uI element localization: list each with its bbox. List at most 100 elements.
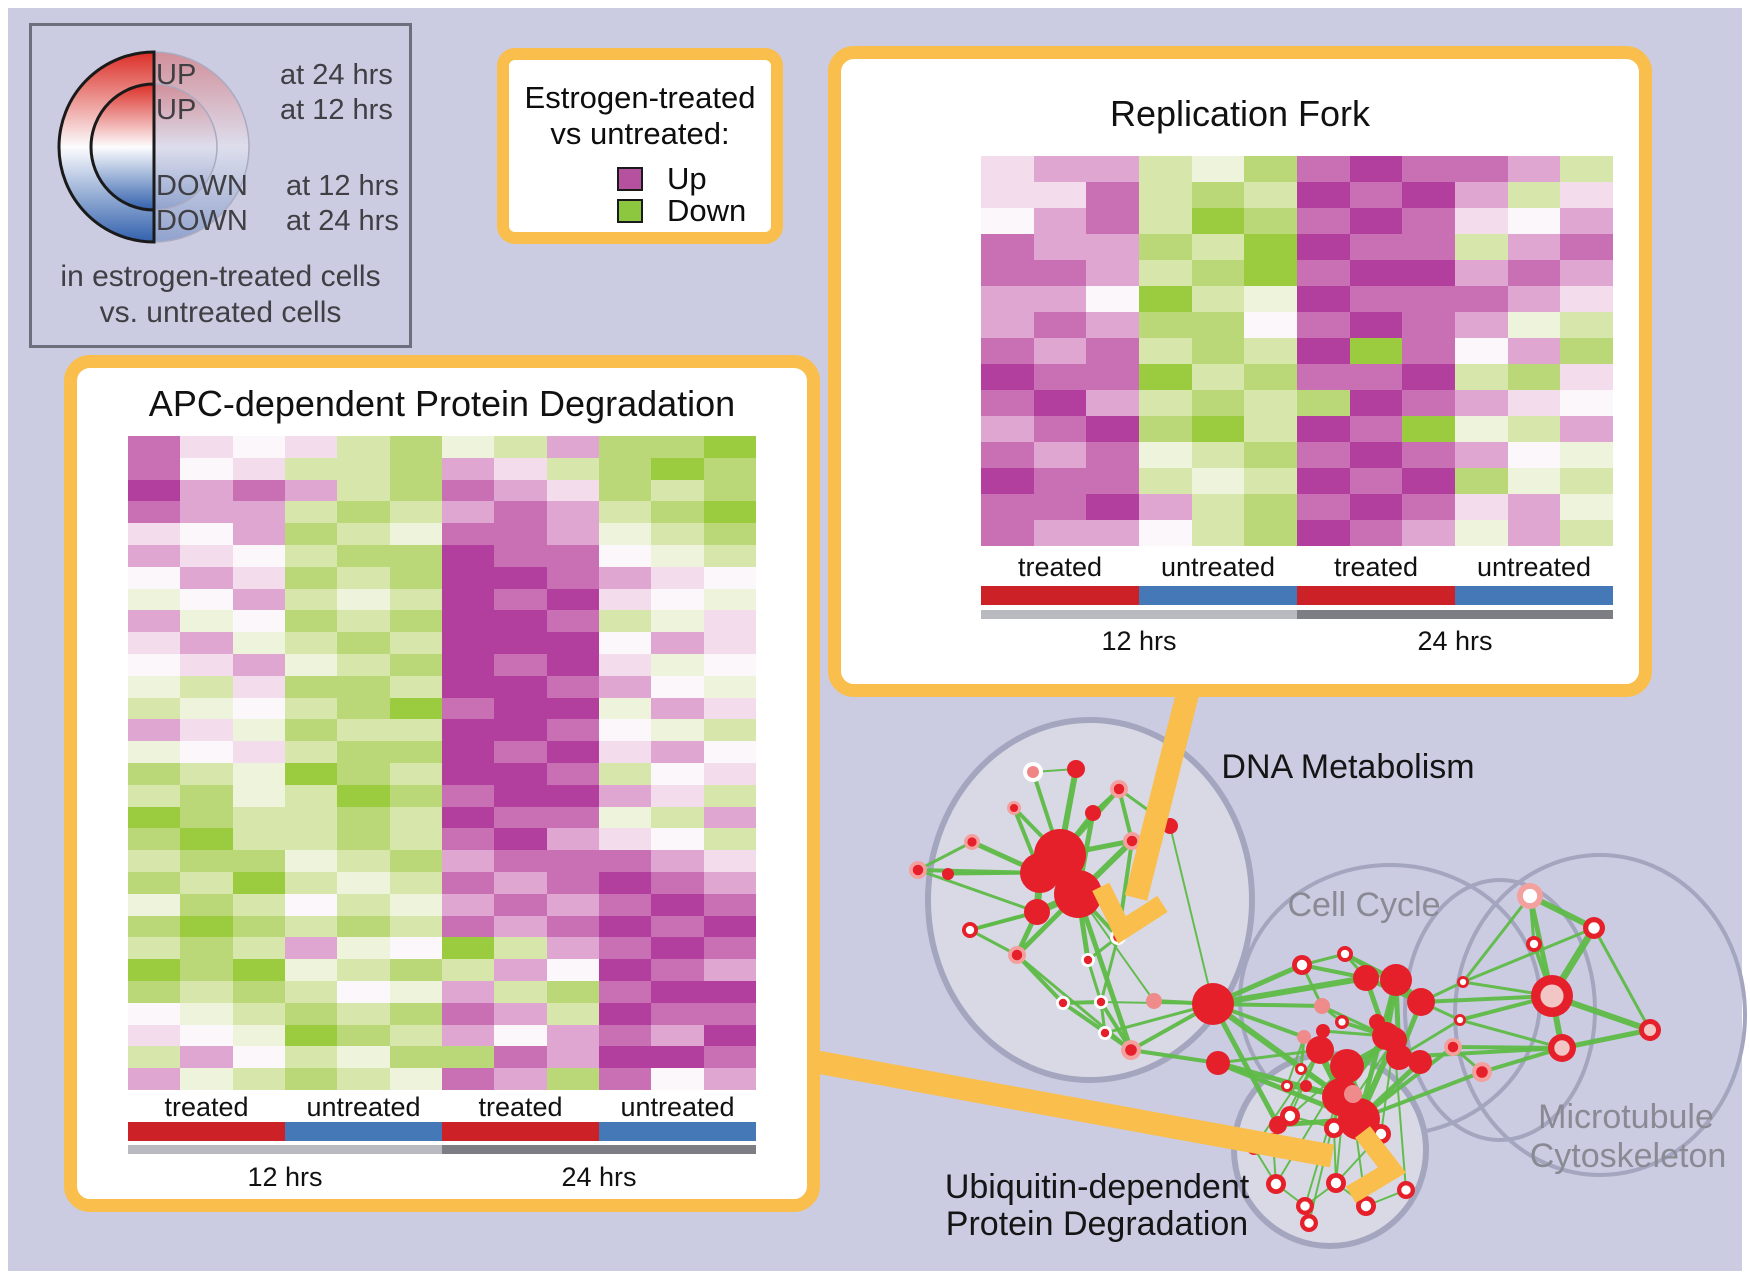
heatmap-cell: [128, 893, 181, 916]
heatmap-cell: [546, 806, 599, 829]
replication-time-labels: 12 hrs 24 hrs: [981, 626, 1613, 656]
heatmap-cell: [546, 1046, 599, 1069]
heatmap-cell: [703, 915, 756, 938]
heatmap-cell: [546, 871, 599, 894]
heatmap-cell: [232, 937, 285, 960]
network-node-center: [1588, 922, 1600, 934]
heatmap-cell: [232, 1002, 285, 1025]
heatmap-cell: [232, 828, 285, 851]
heatmap-cell: [1507, 260, 1561, 286]
heatmap-cell: [1507, 338, 1561, 364]
heatmap-cell: [1191, 390, 1245, 416]
heatmap-cell: [981, 286, 1034, 312]
network-node-center: [1338, 1018, 1346, 1026]
legend-caption-line2: vs. untreated cells: [99, 296, 342, 329]
heatmap-cell: [1086, 156, 1139, 182]
heatmap-cell: [494, 741, 547, 763]
heatmap-cell: [232, 653, 285, 676]
heatmap-cell: [981, 208, 1034, 234]
heatmap-cell: [1455, 494, 1508, 520]
network-edge: [1420, 994, 1553, 1004]
heatmap-cell: [389, 588, 442, 611]
group-label: untreated: [1160, 552, 1276, 582]
heatmap-cell: [1349, 234, 1403, 260]
heatmap-cell: [1139, 338, 1192, 364]
network-node: [1408, 1050, 1432, 1074]
heatmap-cell: [1244, 156, 1297, 182]
heatmap-cell: [389, 741, 442, 763]
heatmap-cell: [1033, 494, 1087, 520]
heatmap-cell: [1191, 442, 1245, 468]
heatmap-cell: [703, 610, 756, 633]
heatmap-cell: [494, 980, 547, 1003]
network-node-center: [1100, 1028, 1110, 1038]
heatmap-cell: [337, 675, 390, 698]
heatmap-cell: [1349, 260, 1403, 286]
heatmap-cell: [703, 436, 756, 458]
heatmap-cell: [337, 1024, 390, 1047]
heatmap-cell: [1560, 182, 1613, 208]
heatmap-cell: [232, 457, 285, 480]
heatmap-cell: [1033, 416, 1087, 442]
network-edge: [1169, 825, 1214, 1005]
cell-cycle-label: Cell Cycle: [1287, 886, 1441, 924]
heatmap-cell: [389, 850, 442, 872]
heatmap-cell: [441, 1024, 495, 1047]
heatmap-cell: [1560, 390, 1613, 416]
heatmap-cell: [598, 959, 652, 981]
heatmap-cell: [284, 544, 338, 567]
heatmap-cell: [494, 610, 547, 633]
heatmap-cell: [494, 719, 547, 742]
heatmap-cell: [1191, 364, 1245, 390]
heatmap-cell: [180, 501, 233, 524]
group-label: treated: [164, 1092, 249, 1122]
heatmap-cell: [1139, 494, 1192, 520]
heatmap-cell: [1455, 156, 1508, 182]
heatmap-cell: [546, 436, 599, 458]
network-node-center: [1300, 1201, 1310, 1211]
heatmap-cell: [337, 784, 390, 807]
network-edge: [1592, 927, 1652, 1031]
heatmap-cell: [1086, 416, 1139, 442]
heatmap-cell: [1402, 442, 1455, 468]
heatmap-cell: [981, 442, 1034, 468]
heatmap-cell: [598, 1068, 652, 1090]
heatmap-cell: [598, 610, 652, 633]
heatmap-cell: [284, 871, 338, 894]
heatmap-cell: [1086, 234, 1139, 260]
heatmap-cell: [1560, 338, 1613, 364]
time-label: 24 hrs: [1417, 626, 1493, 656]
heatmap-cell: [1455, 286, 1508, 312]
heatmap-cell: [651, 675, 704, 698]
heatmap-cell: [1139, 468, 1192, 494]
heatmap-cell: [651, 850, 704, 872]
heatmap-cell: [389, 610, 442, 633]
heatmap-cell: [1455, 442, 1508, 468]
heatmap-cell: [1402, 338, 1455, 364]
apc-treatment-bar: [128, 1122, 756, 1141]
heatmap-cell: [494, 893, 547, 916]
network-node-center: [1284, 1110, 1296, 1122]
heatmap-cell: [494, 632, 547, 654]
heatmap-cell: [128, 588, 181, 611]
heatmap-cell: [284, 980, 338, 1003]
heatmap-cell: [180, 566, 233, 589]
network-node-center: [1447, 1041, 1459, 1053]
heatmap-cell: [337, 1068, 390, 1090]
heatmap-cell: [1349, 520, 1403, 546]
network-edge: [1217, 1048, 1321, 1065]
heatmap-cell: [598, 588, 652, 611]
heatmap-cell: [284, 741, 338, 763]
heatmap-cell: [441, 850, 495, 872]
heatmap-cell: [128, 566, 181, 589]
group-label: treated: [1333, 552, 1419, 582]
heatmap-cell: [337, 959, 390, 981]
heatmap-cell: [1297, 312, 1350, 338]
heatmap-cell: [180, 697, 233, 720]
heatmap-cell: [598, 457, 652, 480]
heatmap-cell: [1086, 494, 1139, 520]
heatmap-cell: [598, 850, 652, 872]
heatmap-cell: [981, 182, 1034, 208]
heatmap-cell: [1402, 416, 1455, 442]
